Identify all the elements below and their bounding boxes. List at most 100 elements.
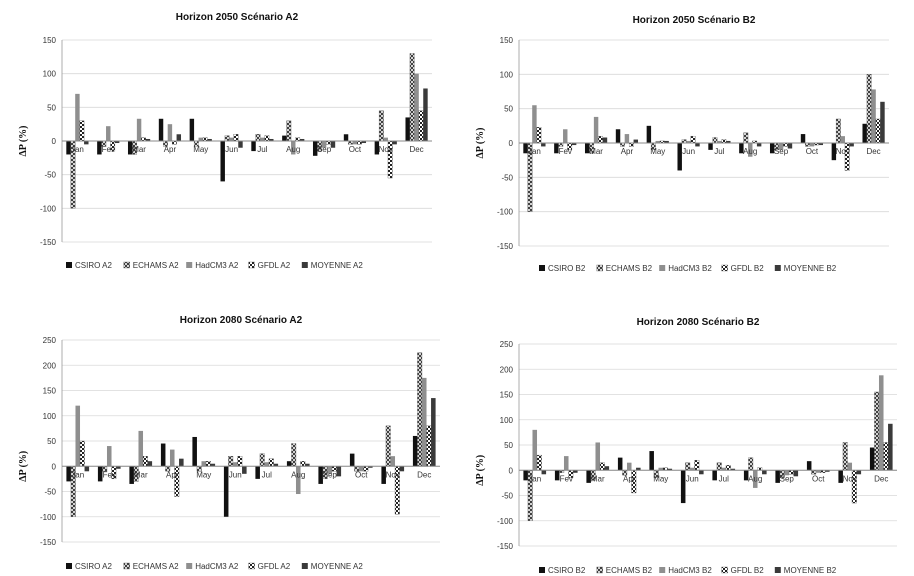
bar-moyenne-nov bbox=[399, 466, 405, 472]
y-tick-label: 50 bbox=[47, 103, 56, 112]
legend-swatch-moyenne bbox=[774, 567, 781, 573]
bar-echams-apr bbox=[620, 142, 625, 147]
y-tick-label: 100 bbox=[500, 70, 514, 79]
bar-moyenne-dec bbox=[431, 398, 436, 467]
bar-gfdl-dec bbox=[875, 118, 881, 144]
bar-csiro-dec bbox=[862, 123, 867, 143]
x-tick-label: Mar bbox=[591, 474, 605, 483]
bar-hadcm3-jun bbox=[689, 467, 695, 471]
bar-csiro-aug bbox=[282, 135, 287, 141]
bar-gfdl-apr bbox=[171, 140, 177, 145]
bar-hadcm3-jul bbox=[260, 137, 265, 141]
bar-moyenne-oct bbox=[818, 143, 824, 146]
legend-label: HadCM3 A2 bbox=[195, 562, 239, 571]
x-tick-label: Sep bbox=[323, 470, 338, 479]
x-tick-label: Jul bbox=[262, 470, 272, 479]
bar-csiro-oct bbox=[800, 134, 806, 143]
bar-csiro-mar bbox=[584, 143, 590, 154]
bar-hadcm3-may bbox=[655, 140, 660, 143]
bar-csiro-sep bbox=[318, 466, 323, 484]
y-tick-label: 50 bbox=[504, 105, 513, 114]
legend-swatch-gfdl bbox=[721, 566, 728, 574]
bar-moyenne-jul bbox=[269, 138, 274, 141]
bar-hadcm3-aug bbox=[295, 466, 301, 495]
y-tick-label: -50 bbox=[44, 488, 56, 497]
bar-moyenne-aug bbox=[299, 138, 305, 141]
bar-gfdl-mar bbox=[598, 135, 603, 144]
x-tick-label: Jan bbox=[528, 474, 541, 483]
chart-2080-b2: Horizon 2080 Scénario B2 ΔP (%) -150 -100 -5… bbox=[457, 288, 914, 576]
legend-label: MOYENNE B2 bbox=[784, 264, 837, 273]
x-tick-label: Nov bbox=[843, 474, 857, 483]
bar-gfdl-may bbox=[202, 137, 208, 142]
bar-csiro-apr bbox=[617, 457, 623, 471]
x-tick-label: Jul bbox=[257, 145, 267, 154]
legend-swatch-csiro bbox=[539, 265, 545, 271]
legend-swatch-moyenne bbox=[301, 563, 308, 569]
bar-moyenne-sep bbox=[787, 143, 793, 149]
bar-echams-jun bbox=[224, 135, 230, 142]
legend-label: GFDL A2 bbox=[258, 562, 291, 571]
chart-title: Horizon 2080 Scénario A2 bbox=[180, 315, 303, 326]
bar-hadcm3-nov bbox=[840, 136, 845, 143]
bar-echams-jun bbox=[228, 455, 234, 467]
bar-moyenne-mar bbox=[604, 466, 610, 471]
bar-csiro-jan bbox=[523, 470, 528, 481]
x-tick-label: Nov bbox=[379, 145, 393, 154]
x-tick-label: Jun bbox=[682, 147, 695, 156]
bar-gfdl-apr bbox=[628, 142, 634, 147]
bar-csiro-dec bbox=[405, 117, 410, 141]
y-tick-label: 150 bbox=[43, 387, 57, 396]
bar-csiro-nov bbox=[381, 466, 386, 484]
bar-echams-nov bbox=[842, 442, 848, 471]
x-tick-label: Mar bbox=[134, 470, 148, 479]
bar-moyenne-mar bbox=[147, 461, 153, 467]
x-tick-label: Apr bbox=[164, 145, 177, 154]
x-tick-label: Apr bbox=[623, 474, 636, 483]
bar-moyenne-jun bbox=[238, 141, 243, 148]
y-tick-label: 150 bbox=[43, 36, 57, 45]
bar-hadcm3-oct bbox=[358, 466, 364, 472]
bar-csiro-fev bbox=[97, 141, 102, 155]
bar-csiro-fev bbox=[554, 143, 559, 154]
x-tick-label: Jul bbox=[714, 147, 724, 156]
y-tick-label: 50 bbox=[47, 437, 56, 446]
x-tick-label: Jun bbox=[229, 470, 242, 479]
chart-title: Horizon 2080 Scénario B2 bbox=[637, 317, 760, 328]
legend-label: ECHAMS A2 bbox=[133, 261, 179, 270]
y-tick-label: -50 bbox=[501, 173, 513, 182]
bar-gfdl-dec bbox=[426, 425, 432, 467]
bar-echams-fev bbox=[558, 142, 564, 147]
y-tick-label: 0 bbox=[509, 139, 514, 148]
bar-hadcm3-jun bbox=[232, 462, 238, 467]
y-tick-label: 100 bbox=[43, 70, 57, 79]
bar-csiro-nov bbox=[838, 470, 843, 483]
bar-csiro-jan bbox=[523, 143, 528, 154]
bar-hadcm3-jan bbox=[75, 405, 81, 467]
bar-gfdl-dec bbox=[883, 442, 889, 471]
bar-hadcm3-dec bbox=[421, 377, 427, 467]
bar-hadcm3-jul bbox=[717, 140, 722, 143]
x-tick-label: Dec bbox=[417, 470, 431, 479]
bar-csiro-sep bbox=[769, 143, 775, 154]
bar-moyenne-aug bbox=[762, 470, 767, 475]
legend-swatch-hadcm3 bbox=[186, 262, 193, 268]
legend-label: MOYENNE A2 bbox=[311, 562, 364, 571]
legend-label: ECHAMS B2 bbox=[606, 264, 653, 273]
bar-csiro-jul bbox=[255, 466, 260, 479]
bar-echams-oct bbox=[348, 140, 353, 145]
bar-hadcm3-aug bbox=[291, 141, 296, 155]
x-tick-label: Dec bbox=[409, 145, 423, 154]
bar-echams-jul bbox=[255, 134, 261, 142]
bar-moyenne-jul bbox=[730, 468, 736, 471]
bar-hadcm3-apr bbox=[626, 462, 632, 471]
y-tick-label: 100 bbox=[500, 416, 514, 425]
bar-hadcm3-dec bbox=[871, 89, 876, 143]
bar-gfdl-sep bbox=[326, 140, 331, 145]
legend-swatch-moyenne bbox=[301, 262, 308, 268]
bar-moyenne-oct bbox=[361, 141, 367, 144]
bar-echams-nov bbox=[385, 425, 391, 467]
bar-moyenne-dec bbox=[423, 88, 428, 141]
bar-gfdl-jan bbox=[536, 127, 542, 144]
bar-csiro-dec bbox=[869, 447, 875, 471]
